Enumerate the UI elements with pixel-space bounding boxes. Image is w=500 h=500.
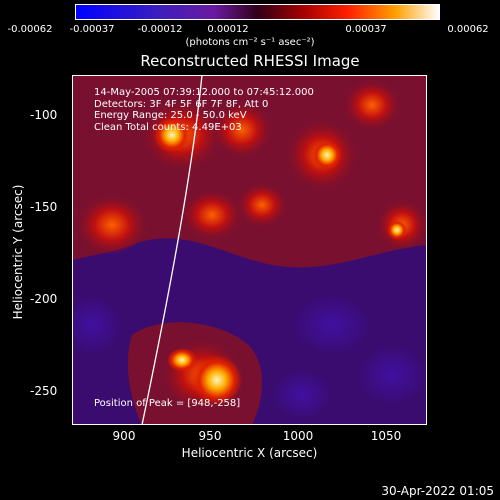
detectors-text: Detectors: 3F 4F 5F 6F 7F 8F, Att 0 xyxy=(94,98,269,110)
info-block: 14-May-2005 07:39:12.000 to 07:45:12.000… xyxy=(94,87,314,133)
y-tick-label: -200 xyxy=(30,292,58,306)
colorbar-tick-label: 0.00037 xyxy=(345,24,387,35)
rhessi-image xyxy=(72,75,427,425)
colorbar-tick-label: -0.00012 xyxy=(137,24,183,35)
x-tick-label: 1000 xyxy=(282,429,314,443)
colorbar-units: (photons cm⁻² s⁻¹ asec⁻²) xyxy=(185,37,315,48)
plot-title: Reconstructed RHESSI Image xyxy=(140,52,360,70)
timestamp: 30-Apr-2022 01:05 xyxy=(381,484,494,498)
y-tick-label: -150 xyxy=(30,200,58,214)
x-tick-label: 950 xyxy=(198,429,222,443)
colorbar xyxy=(75,4,440,20)
colorbar-tick-label: -0.00062 xyxy=(7,24,53,35)
peak-position-text: Position of Peak = [948,-258] xyxy=(94,398,241,409)
y-axis-label: Heliocentric Y (arcsec) xyxy=(11,184,25,320)
x-tick-label: 1050 xyxy=(370,429,402,443)
x-tick-label: 900 xyxy=(112,429,136,443)
y-tick-label: -100 xyxy=(30,108,58,122)
time-range-text: 14-May-2005 07:39:12.000 to 07:45:12.000 xyxy=(94,87,314,98)
colorbar-tick-label: 0.00012 xyxy=(207,24,249,35)
colorbar-tick-label: -0.00037 xyxy=(69,24,115,35)
clean-counts-text: Clean Total counts: 4.49E+03 xyxy=(94,121,242,133)
energy-range-text: Energy Range: 25.0 - 50.0 keV xyxy=(94,110,247,121)
y-tick-label: -250 xyxy=(30,384,58,398)
colorbar-tick-label: 0.00062 xyxy=(447,24,489,35)
x-axis-label: Heliocentric X (arcsec) xyxy=(181,446,318,460)
